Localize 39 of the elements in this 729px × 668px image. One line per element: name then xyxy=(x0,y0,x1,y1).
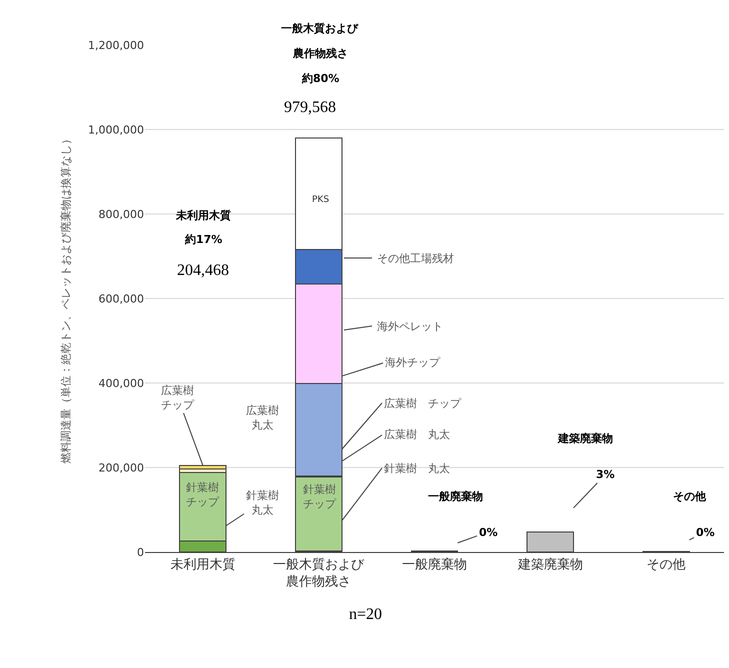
annotation: 広葉樹 丸太 xyxy=(384,428,450,441)
y-tick-label: 0 xyxy=(137,546,144,559)
y-tick-label: 200,000 xyxy=(98,461,144,474)
annotation: 広葉樹 チップ xyxy=(384,397,462,410)
annotation: 針葉樹 丸太 xyxy=(384,462,450,475)
y-tick-label: 1,000,000 xyxy=(88,123,144,136)
text: n=20 xyxy=(349,606,382,623)
annotation: 約80% xyxy=(301,72,340,85)
annotation: 約17% xyxy=(184,233,222,246)
annotation: 針葉樹チップ xyxy=(186,481,220,508)
x-tick-label: 未利用木質 xyxy=(170,558,236,573)
annotation: 3% xyxy=(596,468,615,481)
text: 一般木質および xyxy=(281,22,359,35)
annotation: 海外ペレット xyxy=(377,320,443,333)
y-tick-label: 400,000 xyxy=(98,376,144,390)
annotation: 農作物残さ xyxy=(292,47,348,60)
annotation: 0% xyxy=(696,526,715,539)
annotation: 建築廃棄物 xyxy=(557,432,613,445)
y-tick-label: 800,000 xyxy=(98,208,144,221)
x-tick-label: 一般廃棄物 xyxy=(402,556,467,573)
x-tick-label: 一般木質および 農作物残さ xyxy=(273,558,366,590)
annotation: 広葉樹チップ xyxy=(161,384,195,412)
y-tick-label: 600,000 xyxy=(98,292,144,306)
annotation: 海外チップ xyxy=(385,356,441,369)
y-axis-title: 燃料調達量（単位：絶乾トン、ペレットおよび廃棄物は換算なし） xyxy=(60,134,73,464)
annotation: 針葉樹チップ xyxy=(303,483,337,510)
annotation: 針葉樹丸太 xyxy=(246,489,279,516)
annotation: 未利用木質 xyxy=(175,209,231,222)
x-tick-label: 建築廃棄物 xyxy=(516,556,583,573)
annotation: 979,568 xyxy=(284,99,336,116)
annotation: 0% xyxy=(479,526,498,539)
y-tick-label: 1,200,000 xyxy=(88,38,144,52)
annotation: PKS xyxy=(312,195,330,205)
annotation: 一般廃棄物 xyxy=(428,490,483,503)
annotation: その他工場残材 xyxy=(377,252,454,265)
x-tick-label: その他 xyxy=(646,558,686,573)
annotation: 204,468 xyxy=(177,262,229,279)
annotation: 広葉樹丸太 xyxy=(246,404,279,432)
annotation: その他 xyxy=(673,490,707,503)
